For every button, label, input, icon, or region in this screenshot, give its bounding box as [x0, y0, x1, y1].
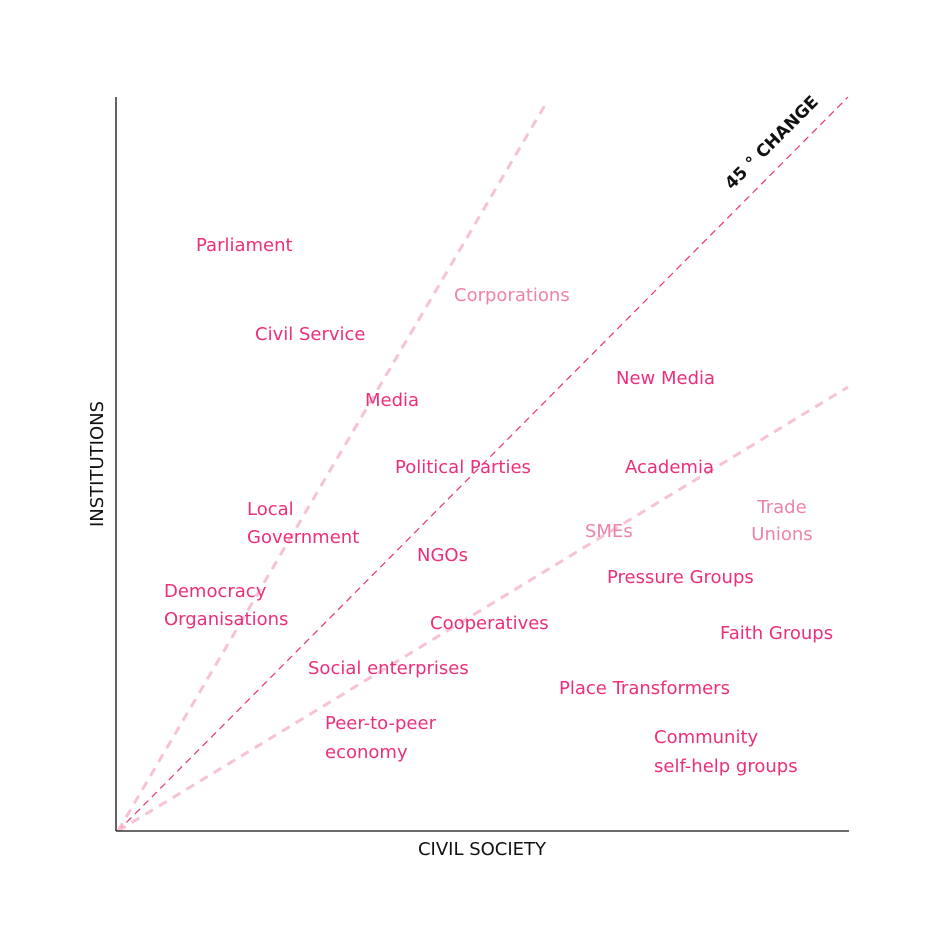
x-axis-label: CIVIL SOCIETY: [418, 839, 547, 860]
node-label: Social enterprises: [308, 658, 469, 679]
node-label: New Media: [616, 368, 715, 389]
node-label: Peer-to-peer: [325, 713, 437, 734]
node-label: Democracy: [164, 581, 267, 602]
node-label: Faith Groups: [720, 623, 833, 644]
node-label: SMEs: [585, 521, 633, 542]
node-label: Local: [247, 499, 294, 520]
annotation: 45 ° CHANGE: [721, 92, 823, 194]
y-axis-label: INSTITUTIONS: [87, 401, 108, 527]
node-label: self-help groups: [654, 756, 798, 777]
node-label: Place Transformers: [559, 678, 730, 699]
node-label: Trade: [756, 497, 806, 518]
node-label: Government: [247, 527, 359, 548]
node-label: Unions: [751, 524, 812, 545]
node-label: Civil Service: [255, 324, 365, 345]
node-label: Corporations: [454, 285, 570, 306]
node-label: Academia: [625, 457, 714, 478]
node-label: Organisations: [164, 609, 288, 630]
node-label: Political Parties: [395, 457, 531, 478]
node-label: economy: [325, 742, 408, 763]
guide-line-45: [117, 96, 849, 832]
node-label: Cooperatives: [430, 613, 549, 634]
guide-line: [117, 385, 849, 833]
node-label: Community: [654, 727, 759, 748]
node-label: Parliament: [196, 235, 293, 256]
node-label: Pressure Groups: [607, 567, 754, 588]
node-label: Media: [365, 390, 419, 411]
node-label: NGOs: [417, 545, 468, 566]
guide-line: [116, 104, 547, 832]
